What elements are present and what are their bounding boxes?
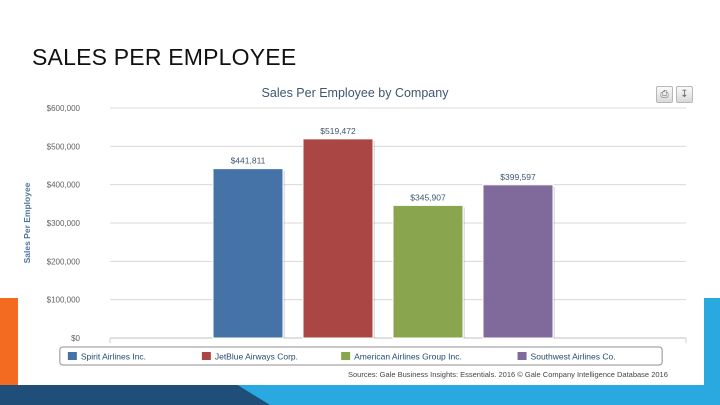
y-tick-label: $300,000 [47, 219, 81, 228]
download-icon[interactable]: ↧ [676, 86, 693, 103]
y-tick-label: $400,000 [47, 181, 81, 190]
legend-box [59, 346, 663, 366]
bar [212, 168, 284, 339]
y-tick-label: $0 [71, 334, 80, 343]
decorative-blue-bar [704, 298, 720, 388]
data-label: $441,811 [231, 156, 266, 166]
print-icon[interactable]: ⎙ [656, 86, 673, 103]
legend-label: JetBlue Airways Corp. [215, 352, 298, 362]
decorative-orange-bar [0, 298, 18, 405]
data-label: $519,472 [320, 126, 356, 136]
legend-swatch [517, 352, 527, 360]
bar [482, 184, 554, 339]
legend-swatch [201, 352, 211, 360]
y-tick-label: $500,000 [47, 142, 81, 151]
legend-label: Spirit Airlines Inc. [81, 352, 146, 362]
legend-label: American Airlines Group Inc. [354, 352, 462, 362]
y-axis-label: Sales Per Employee [22, 182, 32, 263]
legend-label: Southwest Airlines Co. [531, 352, 616, 362]
data-label: $345,907 [410, 192, 446, 202]
y-tick-label: $200,000 [47, 257, 81, 266]
chart-title: Sales Per Employee by Company [262, 86, 450, 100]
y-tick-label: $100,000 [47, 296, 81, 305]
data-label: $399,597 [500, 172, 536, 182]
legend-swatch [67, 352, 77, 360]
bar [302, 138, 374, 339]
bar-chart: Sales Per Employee by Company $0 $100,000 $… [22, 86, 687, 366]
decorative-bottom-navy-band [0, 385, 270, 405]
legend-swatch [341, 352, 351, 360]
source-text: Sources: Gale Business Insights: Essenti… [348, 370, 668, 379]
bar [392, 204, 464, 339]
chart-panel: Sales Per Employee by Company $0 $100,000 $… [18, 80, 704, 385]
y-tick-label: $600,000 [47, 104, 81, 113]
slide-title: SALES PER EMPLOYEE [32, 44, 297, 70]
